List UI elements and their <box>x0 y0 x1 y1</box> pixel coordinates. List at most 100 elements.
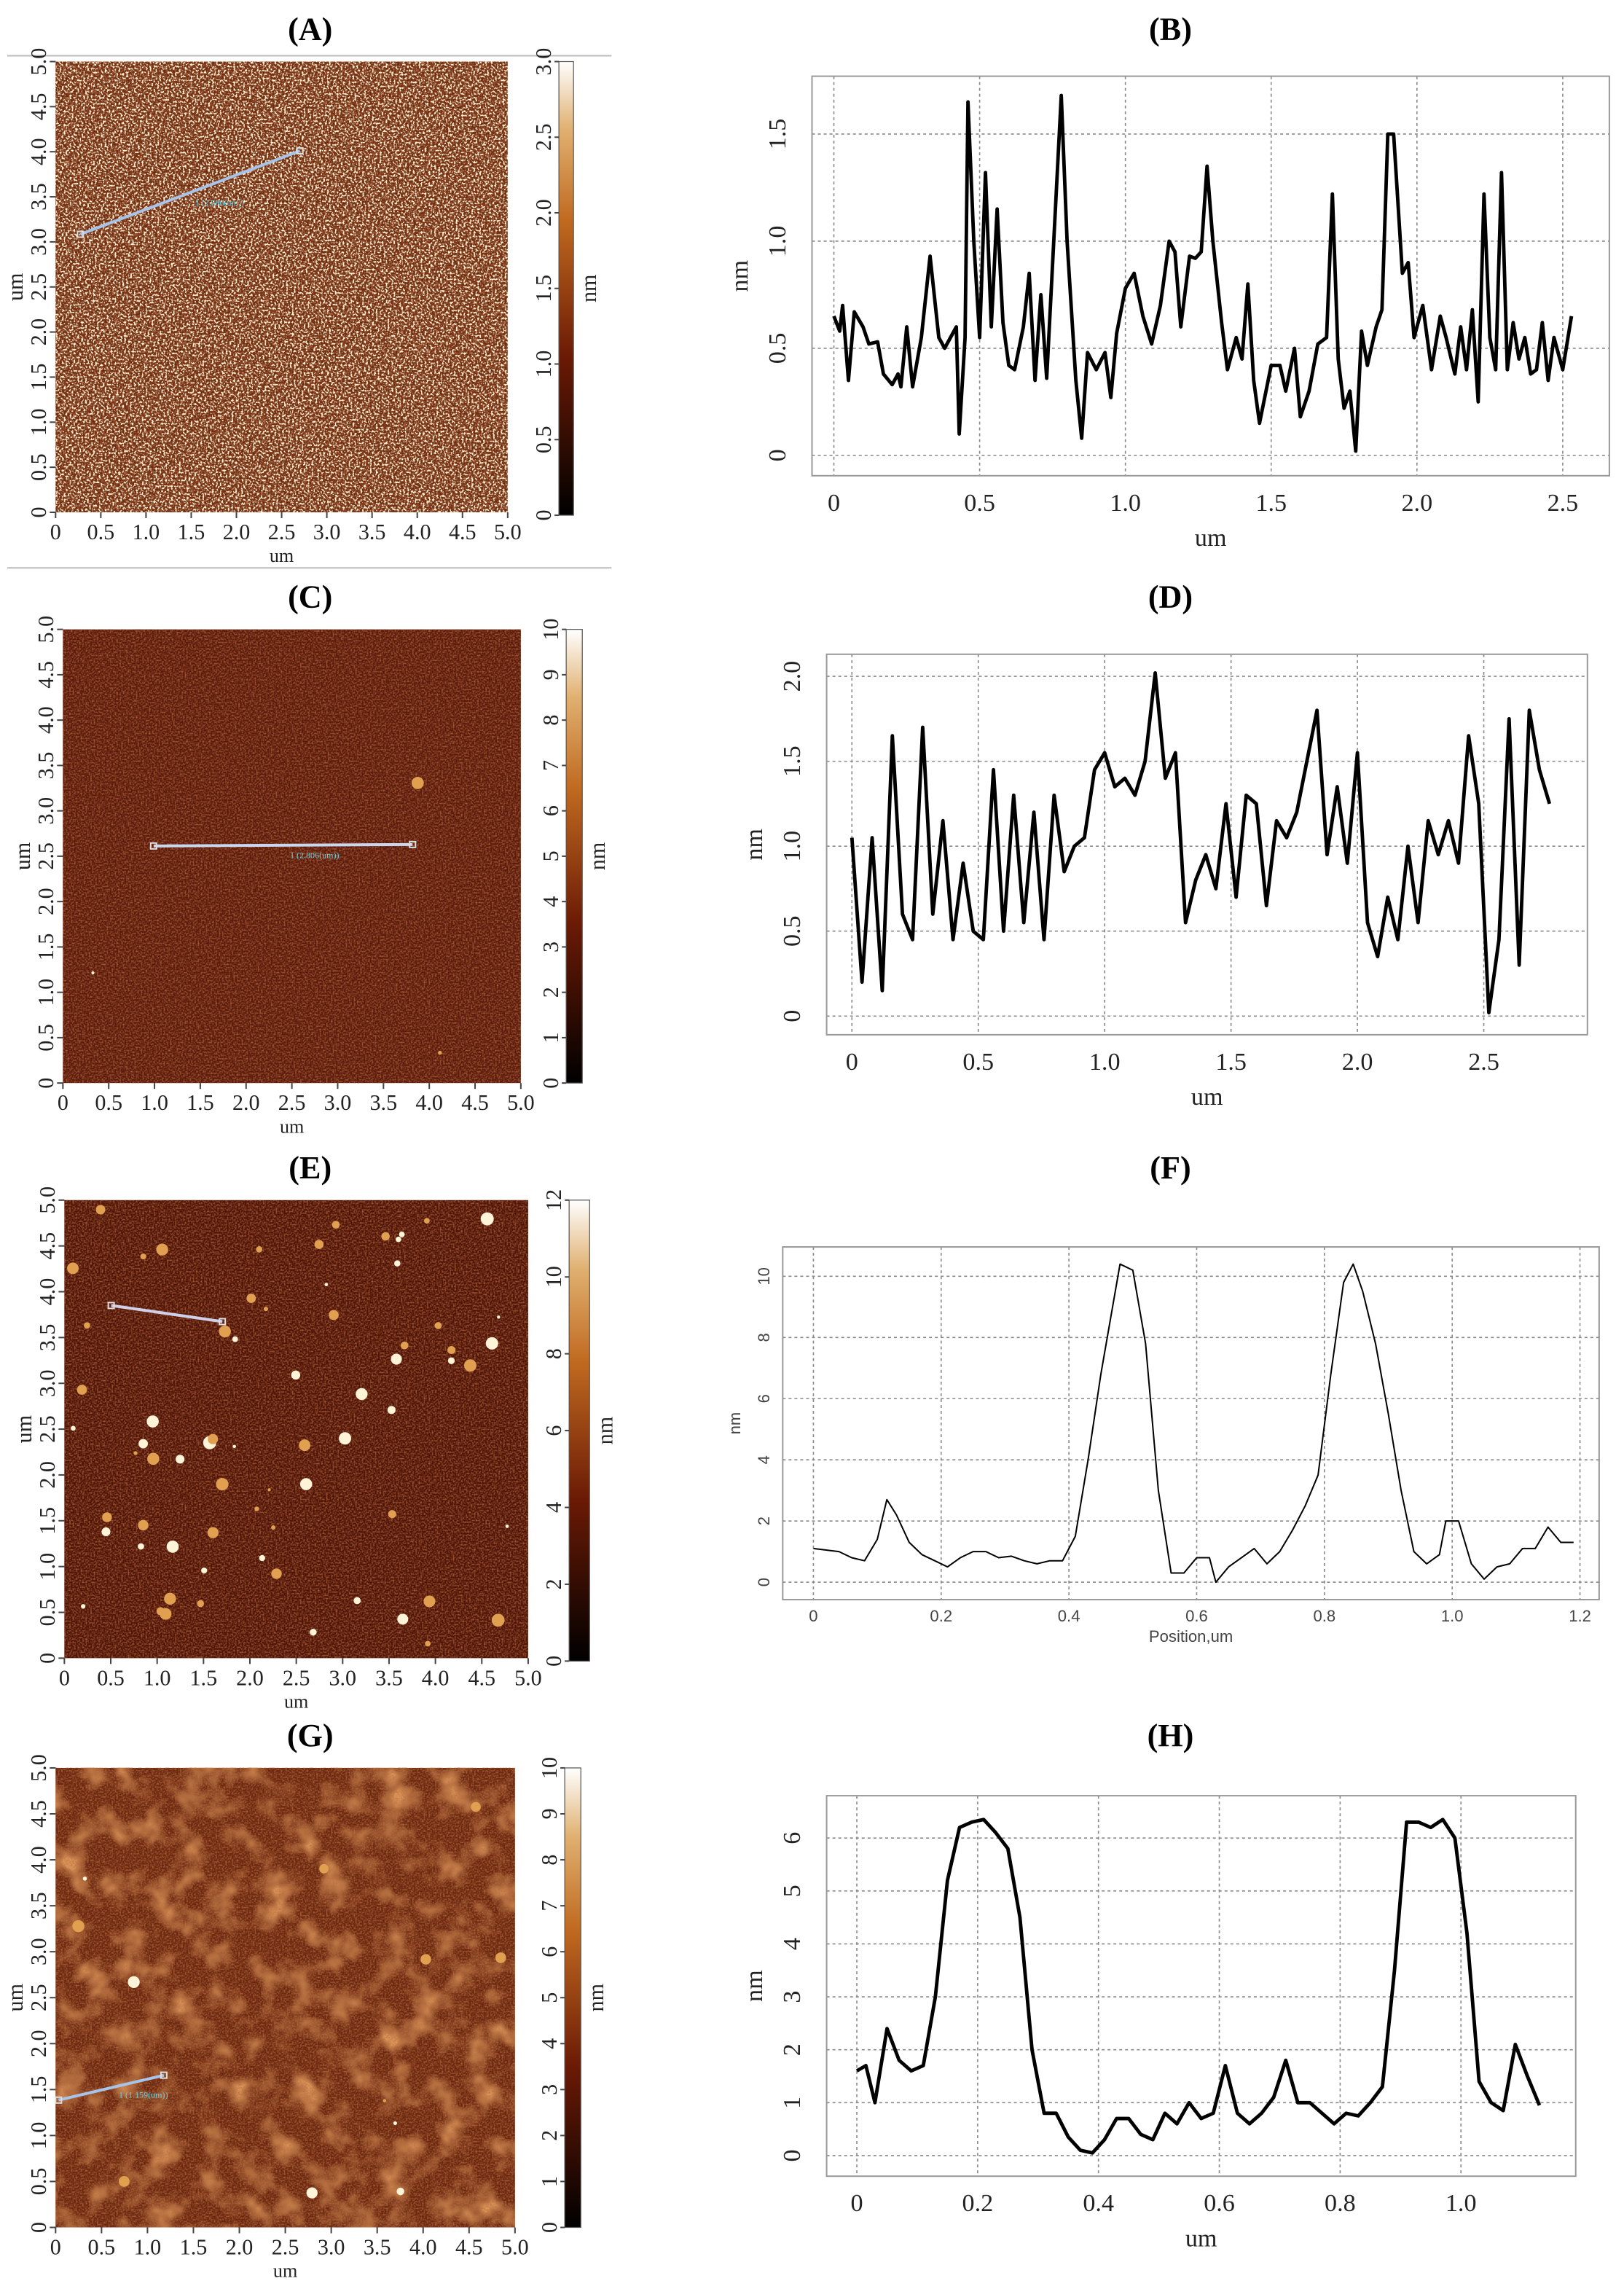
afm-particle <box>387 1406 396 1415</box>
x-tick-label: 3.0 <box>329 1665 356 1690</box>
x-axis-label: um <box>1185 2225 1217 2252</box>
y-tick-label: 3.5 <box>26 183 51 211</box>
measure-label: 1 (1.159(um)) <box>119 2090 168 2100</box>
x-tick-label: 4.0 <box>409 2235 437 2260</box>
y-tick-label: 2 <box>755 1517 773 1525</box>
x-tick-label: 4.0 <box>404 520 431 544</box>
colorbar-label: nm <box>576 275 601 302</box>
y-tick-label: 5.0 <box>34 616 58 643</box>
afm-particle <box>329 1310 339 1320</box>
y-axis-label: um <box>10 842 35 870</box>
y-tick-label: 3.0 <box>26 1938 51 1965</box>
y-tick-label: 3.5 <box>34 752 58 780</box>
x-axis-label: um <box>1195 525 1227 552</box>
y-tick-label: 4.5 <box>26 93 51 121</box>
afm-particle <box>246 1294 256 1303</box>
y-tick-label: 2.5 <box>26 1984 51 2011</box>
afm-particle <box>67 1262 79 1275</box>
y-axis-label: nm <box>726 1412 744 1435</box>
afm-particle <box>71 1425 76 1431</box>
colorbar-tick-label: 5 <box>538 850 563 861</box>
measure-end <box>55 2096 63 2104</box>
x-tick-label: 0.6 <box>1204 2190 1235 2217</box>
x-tick-label: 0 <box>50 2235 61 2260</box>
y-tick-label: 3.5 <box>35 1324 60 1352</box>
afm-particle <box>156 1607 165 1616</box>
colorbar-tick-label: 8 <box>541 1348 566 1359</box>
colorbar-tick-label: 2 <box>537 2130 562 2141</box>
x-tick-label: 3.5 <box>364 2235 391 2260</box>
y-tick-label: 4.0 <box>34 706 58 734</box>
afm-particle <box>383 2099 387 2102</box>
y-tick-label: 2 <box>779 2043 806 2056</box>
measure-end <box>107 1302 115 1310</box>
x-tick-label: 1.0 <box>1445 2190 1477 2217</box>
afm-particle <box>497 1315 501 1319</box>
colorbar <box>558 60 574 516</box>
afm-particle <box>254 1506 259 1511</box>
afm-particle <box>319 1863 329 1874</box>
y-tick-label: 1.0 <box>26 408 51 436</box>
x-tick-label: 0 <box>59 1665 70 1690</box>
y-tick-label: 4.5 <box>26 1800 51 1828</box>
plot-frame <box>825 1795 1577 2178</box>
afm-particle <box>72 1920 85 1933</box>
afm-particle <box>91 971 95 975</box>
x-axis-label: um <box>1191 1084 1223 1111</box>
y-tick-label: 3.5 <box>26 1892 51 1920</box>
afm-particle <box>505 1525 509 1528</box>
panel-title: (H) <box>1148 1718 1194 1753</box>
x-tick-label: 0 <box>828 490 840 517</box>
afm-particle <box>207 1527 219 1538</box>
measure-end <box>409 840 417 848</box>
y-tick-label: 3.0 <box>26 228 51 256</box>
x-tick-label: 1.5 <box>187 1090 214 1115</box>
x-tick-label: 1.5 <box>1215 1049 1247 1076</box>
afm-particle <box>495 1952 506 1963</box>
y-tick-label: 3.0 <box>34 797 58 825</box>
x-axis-label: um <box>284 1691 308 1713</box>
afm-particle <box>306 2187 318 2199</box>
y-tick-label: 2.0 <box>26 318 51 346</box>
x-tick-label: 0.4 <box>1083 2190 1114 2217</box>
panel-title: (B) <box>1149 11 1192 47</box>
afm-particle <box>256 1246 263 1253</box>
afm-texture <box>63 629 521 1084</box>
afm-particle <box>263 1307 268 1312</box>
y-tick-label: 1.5 <box>26 364 51 391</box>
y-tick-label: 1.5 <box>26 2076 51 2104</box>
afm-particle <box>400 1341 409 1350</box>
y-tick-label: 2.0 <box>35 1461 60 1489</box>
colorbar-tick-label: 9 <box>537 1808 562 1819</box>
measure-end <box>149 842 157 850</box>
colorbar-tick-label: 4 <box>541 1502 566 1513</box>
afm-particle <box>464 1359 476 1372</box>
x-tick-label: 2.0 <box>232 1090 260 1115</box>
colorbar-tick-label: 9 <box>538 669 563 680</box>
afm-particle <box>197 1600 204 1608</box>
afm-particle <box>271 1568 282 1579</box>
measure-label: 1 (2.566(um)) <box>195 197 243 208</box>
colorbar <box>568 1200 590 1662</box>
y-tick-label: 5.0 <box>26 1754 51 1782</box>
x-tick-label: 3.0 <box>324 1090 352 1115</box>
x-tick-label: 4.0 <box>422 1665 450 1690</box>
afm-particle <box>95 1205 106 1215</box>
panel-title: (C) <box>288 579 332 615</box>
afm-particle <box>485 1337 498 1350</box>
afm-particle <box>447 1345 456 1355</box>
colorbar-tick-label: 1 <box>537 2176 562 2187</box>
afm-particle <box>138 1519 149 1531</box>
panel-title: (F) <box>1150 1150 1190 1186</box>
y-tick-label: 6 <box>755 1394 773 1403</box>
y-tick-label: 0 <box>34 1078 58 1089</box>
x-tick-label: 1.5 <box>190 1665 218 1690</box>
x-tick-label: 1.5 <box>180 2235 208 2260</box>
measure-line <box>111 1304 223 1323</box>
afm-particle <box>447 1357 455 1364</box>
x-tick-label: 0.5 <box>87 520 115 544</box>
y-tick-label: 0 <box>35 1653 60 1664</box>
afm-particle <box>299 1439 311 1452</box>
afm-texture <box>64 1200 528 1659</box>
afm-particle <box>314 1240 324 1249</box>
